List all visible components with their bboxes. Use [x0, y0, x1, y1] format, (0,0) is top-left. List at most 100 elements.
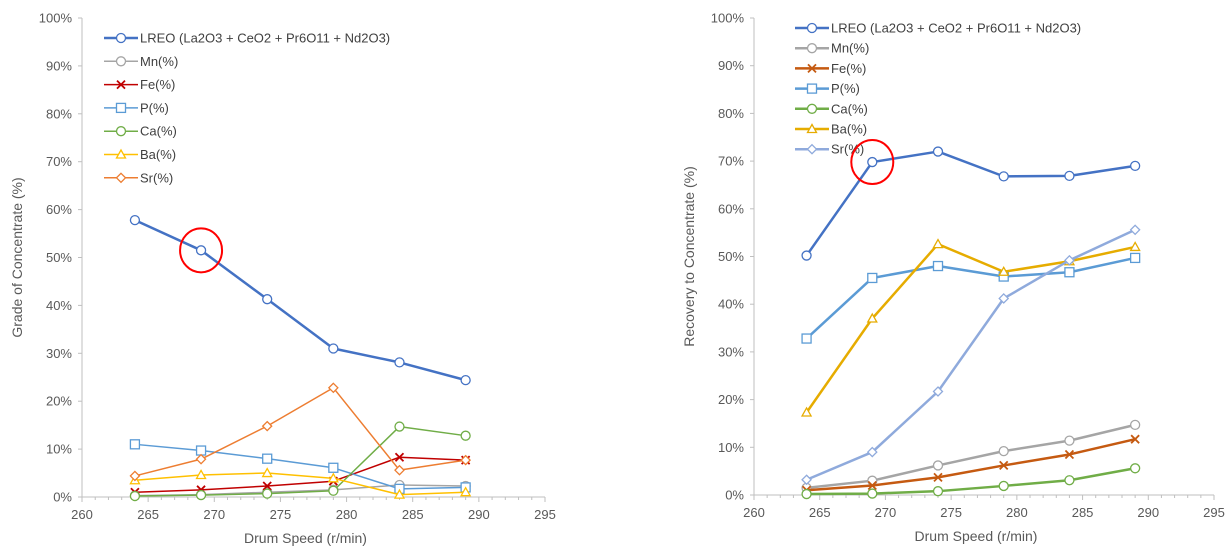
- x-tick-label: 290: [1137, 505, 1159, 520]
- legend-label: Sr(%): [831, 142, 864, 157]
- series-2: [801, 434, 1140, 495]
- x-axis-title: Drum Speed (r/min): [915, 528, 1038, 544]
- y-tick-label: 70%: [46, 154, 72, 169]
- data-point: [801, 474, 812, 486]
- x-tick-label: 290: [468, 507, 490, 522]
- data-point: [262, 488, 273, 499]
- data-point: [1129, 241, 1141, 252]
- data-point: [867, 272, 878, 284]
- data-point: [867, 156, 878, 168]
- data-point: [1064, 435, 1075, 446]
- data-point: [262, 453, 273, 464]
- y-tick-label: 0%: [53, 490, 72, 505]
- legend-marker: [115, 102, 127, 114]
- series-line: [134, 219, 466, 382]
- data-point: [933, 472, 943, 482]
- data-point: [195, 245, 207, 256]
- data-point: [195, 489, 207, 501]
- y-tick-label: 30%: [718, 344, 744, 359]
- series-line: [134, 456, 466, 493]
- series-0: [129, 214, 471, 386]
- y-tick-label: 60%: [718, 201, 744, 216]
- data-point: [129, 470, 141, 482]
- series-line: [134, 443, 466, 490]
- y-axis-title: Grade of Concentrate (%): [9, 177, 25, 337]
- legend-marker: [115, 172, 127, 184]
- data-point: [998, 293, 1010, 304]
- legend: LREO (La2O3 + CeO2 + Pr6O11 + Nd2O3) Mn(%…: [104, 31, 390, 185]
- y-axis-title: Recovery to Concentrate (%): [681, 166, 697, 347]
- y-tick-label: 40%: [46, 298, 72, 313]
- data-point: [262, 481, 272, 491]
- legend-marker: [806, 103, 818, 114]
- series-line: [806, 467, 1136, 496]
- data-point: [1129, 463, 1141, 474]
- data-point: [394, 357, 405, 368]
- series-3: [801, 252, 1141, 344]
- data-point: [1129, 224, 1141, 236]
- x-tick-label: 260: [71, 507, 93, 522]
- series-6: [801, 224, 1141, 486]
- y-tick-label: 0%: [725, 488, 744, 503]
- y-tick-label: 50%: [718, 249, 744, 264]
- series-line: [806, 423, 1136, 490]
- legend-marker: [115, 56, 127, 67]
- data-point: [998, 445, 1009, 457]
- series-line: [134, 472, 466, 496]
- data-point: [460, 430, 471, 441]
- legend-label: Fe(%): [831, 61, 866, 76]
- legend-label: Sr(%): [140, 170, 173, 185]
- x-tick-label: 280: [1006, 505, 1028, 520]
- y-tick-label: 20%: [46, 394, 72, 409]
- y-tick-label: 60%: [46, 202, 72, 217]
- legend-marker: [806, 43, 818, 54]
- x-tick-label: 285: [402, 507, 424, 522]
- data-point: [129, 214, 141, 226]
- data-point: [195, 453, 207, 465]
- x-tick-label: 265: [137, 507, 159, 522]
- series-5: [800, 238, 1141, 417]
- data-point: [998, 265, 1010, 276]
- legend-label: Ca(%): [831, 101, 868, 116]
- x-tick-label: 280: [336, 507, 358, 522]
- legend-marker: [115, 32, 127, 44]
- data-point: [932, 238, 944, 249]
- highlight-circle: [850, 139, 895, 186]
- legend-marker: [806, 22, 818, 34]
- series-line: [805, 150, 1136, 257]
- y-tick-label: 70%: [718, 154, 744, 169]
- data-point: [460, 486, 472, 497]
- series-2: [130, 452, 471, 497]
- data-point: [328, 343, 339, 354]
- legend-marker: [115, 126, 127, 137]
- data-point: [460, 374, 471, 386]
- data-point: [1129, 160, 1141, 172]
- legend-marker: [115, 148, 127, 159]
- data-point: [328, 485, 339, 496]
- grade-chart: 0% 10% 20% 30% 40% 50% 60% 70% 80% 90% 100% 260 265 2…: [9, 11, 556, 547]
- data-point: [800, 406, 813, 417]
- legend-label: Mn(%): [140, 54, 178, 69]
- data-point: [394, 421, 405, 432]
- data-point: [1130, 434, 1140, 444]
- x-tick-label: 295: [1203, 505, 1225, 520]
- y-tick-label: 30%: [46, 346, 72, 361]
- data-point: [129, 490, 141, 502]
- series-line: [806, 228, 1136, 481]
- legend-marker: [806, 143, 818, 155]
- legend-label: P(%): [140, 100, 169, 115]
- data-point: [1129, 419, 1141, 431]
- x-tick-label: 270: [203, 507, 225, 522]
- series-line: [134, 425, 466, 497]
- legend-label: LREO (La2O3 + CeO2 + Pr6O11 + Nd2O3): [831, 21, 1081, 36]
- legend-label: Fe(%): [140, 77, 175, 92]
- data-point: [261, 467, 273, 478]
- y-tick-label: 40%: [718, 297, 744, 312]
- x-tick-label: 285: [1072, 505, 1094, 520]
- data-point: [129, 439, 141, 450]
- data-point: [261, 420, 273, 432]
- data-point: [327, 382, 339, 394]
- data-point: [801, 250, 812, 261]
- data-point: [394, 452, 405, 462]
